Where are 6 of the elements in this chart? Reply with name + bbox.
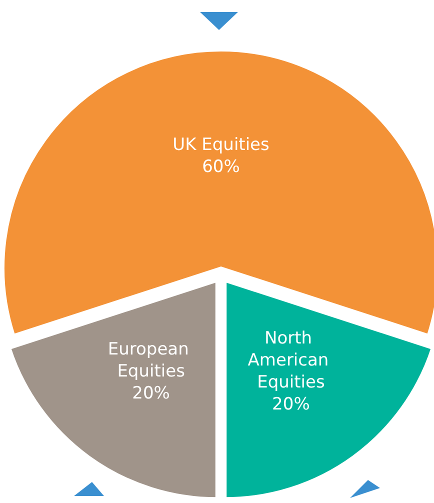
data-label: 60% bbox=[202, 157, 240, 177]
slice-label: UK Equities bbox=[172, 135, 270, 155]
slice-label: North American Equities bbox=[248, 328, 334, 392]
data-label: 20% bbox=[132, 383, 170, 404]
slice-label: European Equities bbox=[108, 339, 194, 382]
data-label: 20% bbox=[272, 394, 310, 414]
